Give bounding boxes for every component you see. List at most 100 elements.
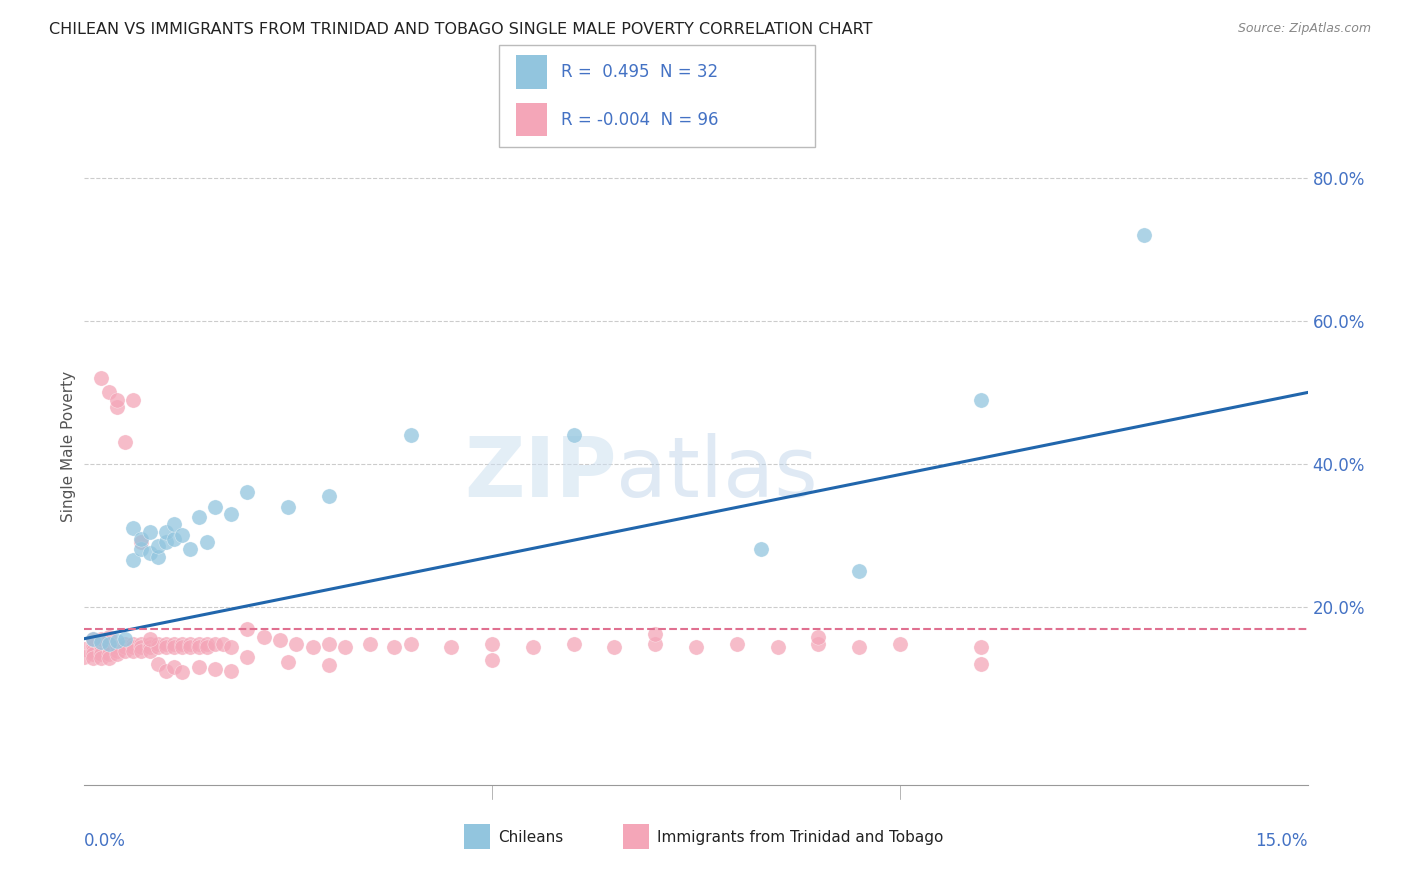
Point [138, 632, 160, 646]
Point [195, 535, 218, 549]
Point [146, 640, 169, 655]
Point [146, 637, 169, 651]
Point [114, 435, 136, 450]
Point [131, 535, 153, 549]
Point [97, 648, 120, 662]
Point [105, 400, 128, 414]
Point [562, 428, 585, 442]
Point [90, 651, 112, 665]
Point [889, 637, 911, 651]
Point [172, 637, 194, 651]
Point [138, 524, 160, 539]
Point [195, 637, 218, 651]
Text: ZIP: ZIP [464, 433, 616, 514]
Point [105, 648, 128, 662]
Point [285, 637, 308, 651]
Text: atlas: atlas [616, 433, 818, 514]
Point [644, 637, 666, 651]
Point [155, 637, 177, 651]
Point [522, 640, 544, 655]
Point [318, 637, 340, 651]
Text: Chileans: Chileans [498, 830, 562, 845]
Point [82, 632, 104, 646]
Point [114, 637, 136, 651]
Point [807, 630, 830, 644]
Point [82, 651, 104, 665]
Point [685, 640, 707, 655]
Point [90, 632, 112, 646]
Point [82, 637, 104, 651]
Point [105, 644, 128, 658]
Point [97, 637, 120, 651]
Point [603, 640, 626, 655]
Point [97, 640, 120, 655]
Point [359, 637, 381, 651]
Point [82, 632, 104, 646]
Point [122, 521, 145, 535]
Point [725, 637, 748, 651]
Point [382, 640, 405, 655]
Point [163, 532, 186, 546]
Point [138, 640, 160, 655]
Point [749, 542, 772, 557]
Point [187, 660, 209, 674]
Point [155, 664, 177, 678]
Point [848, 640, 870, 655]
Point [131, 532, 153, 546]
Point [335, 640, 357, 655]
Point [301, 640, 323, 655]
Point [163, 660, 186, 674]
Point [269, 633, 291, 648]
Point [122, 553, 145, 567]
Point [187, 637, 209, 651]
Point [187, 640, 209, 655]
Text: 15.0%: 15.0% [1256, 832, 1308, 850]
Point [204, 500, 226, 514]
Point [172, 665, 194, 680]
Point [155, 524, 177, 539]
Point [481, 653, 503, 667]
Point [131, 542, 153, 557]
Point [73, 642, 96, 657]
Point [163, 637, 186, 651]
Point [73, 649, 96, 664]
Point [131, 637, 153, 651]
Point [131, 644, 153, 658]
Y-axis label: Single Male Poverty: Single Male Poverty [60, 370, 76, 522]
Point [277, 500, 299, 514]
Point [212, 637, 235, 651]
Point [1133, 228, 1156, 243]
Point [179, 637, 201, 651]
Point [105, 392, 128, 407]
Point [90, 648, 112, 662]
Point [163, 640, 186, 655]
Point [122, 644, 145, 658]
Point [848, 564, 870, 578]
Point [114, 640, 136, 655]
Point [179, 640, 201, 655]
Point [90, 635, 112, 649]
Point [807, 637, 830, 651]
Point [97, 651, 120, 665]
Point [90, 637, 112, 651]
Text: Source: ZipAtlas.com: Source: ZipAtlas.com [1237, 22, 1371, 36]
Point [766, 640, 789, 655]
Point [97, 637, 120, 651]
Point [155, 535, 177, 549]
Point [82, 648, 104, 662]
Point [114, 644, 136, 658]
Point [195, 640, 218, 655]
Point [253, 630, 276, 644]
Point [236, 649, 259, 664]
Point [97, 385, 120, 400]
Point [204, 662, 226, 676]
Point [155, 640, 177, 655]
Text: CHILEAN VS IMMIGRANTS FROM TRINIDAD AND TOBAGO SINGLE MALE POVERTY CORRELATION C: CHILEAN VS IMMIGRANTS FROM TRINIDAD AND … [49, 22, 873, 37]
Point [90, 644, 112, 658]
Point [970, 392, 993, 407]
Point [122, 392, 145, 407]
Point [172, 640, 194, 655]
Text: R =  0.495  N = 32: R = 0.495 N = 32 [561, 63, 718, 81]
Point [138, 644, 160, 658]
Point [82, 640, 104, 655]
